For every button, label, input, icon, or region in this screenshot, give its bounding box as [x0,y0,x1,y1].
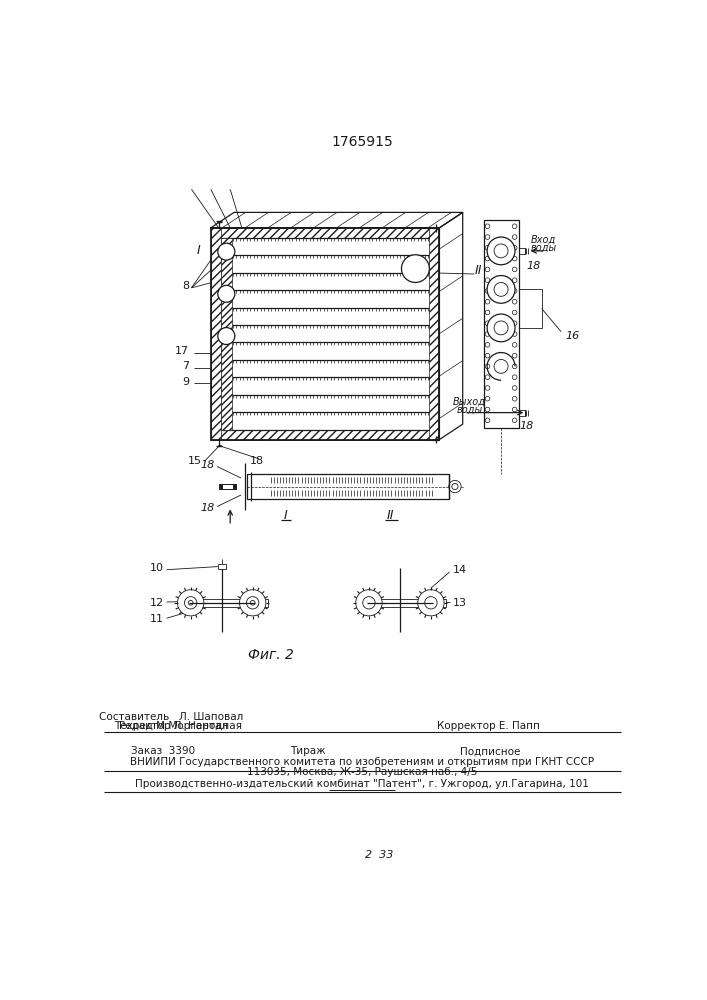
Text: 2  33: 2 33 [365,850,393,860]
Text: 113035, Москва, Ж-35, Раушская наб., 4/5: 113035, Москва, Ж-35, Раушская наб., 4/5 [247,767,477,777]
Bar [211,228,221,440]
Text: I: I [197,244,201,257]
Text: ВНИИПИ Государственного комитета по изобретениям и открытиям при ГКНТ СССР: ВНИИПИ Государственного комитета по изоб… [130,757,594,767]
Bar [518,248,525,254]
Circle shape [250,600,255,605]
Circle shape [363,597,375,609]
Text: 17: 17 [175,346,189,356]
Circle shape [452,483,458,490]
Circle shape [494,359,508,373]
Circle shape [487,237,515,265]
Bar [247,474,449,499]
Text: 18: 18 [250,456,264,466]
Text: 7: 7 [182,361,189,371]
Text: 18: 18 [519,421,533,431]
Bar [222,484,234,489]
Bar [484,220,518,428]
Circle shape [402,255,429,282]
Circle shape [418,590,444,616]
Bar [223,484,233,489]
Circle shape [494,282,508,296]
Text: Составитель   Л. Шаповал: Составитель Л. Шаповал [99,712,243,722]
Circle shape [487,276,515,303]
Circle shape [185,597,197,609]
Text: Выход: Выход [453,397,486,407]
Bar [221,484,235,489]
Text: 16: 16 [565,331,579,341]
Text: II: II [387,509,395,522]
Bar [219,484,236,489]
Text: 18: 18 [201,460,215,470]
Bar [211,228,440,440]
Circle shape [425,597,437,609]
Circle shape [494,244,508,258]
Bar [221,238,232,430]
Bar [211,228,440,238]
Text: Корректор Е. Папп: Корректор Е. Папп [437,721,540,731]
Text: воды: воды [530,243,556,253]
Text: 9: 9 [182,377,189,387]
Text: 18: 18 [201,503,215,513]
Text: Техред М.Моргентал: Техред М.Моргентал [115,721,228,731]
Text: Редактор Л. Народная: Редактор Л. Народная [119,721,243,731]
Text: 12: 12 [150,598,164,608]
Circle shape [494,321,508,335]
Text: 14: 14 [452,565,467,575]
Bar [220,484,235,489]
Bar [369,599,446,607]
Text: 1765915: 1765915 [331,135,393,149]
Text: 18: 18 [527,261,541,271]
Circle shape [218,328,235,345]
Circle shape [188,600,193,605]
Text: 15: 15 [187,456,201,466]
Text: II: II [474,264,482,277]
Text: Заказ  3390: Заказ 3390 [131,746,195,756]
Circle shape [177,590,204,616]
Circle shape [487,314,515,342]
Circle shape [218,285,235,302]
Text: Производственно-издательский комбинат "Патент", г. Ужгород, ул.Гагарина, 101: Производственно-издательский комбинат "П… [135,779,589,789]
Circle shape [247,597,259,609]
Text: 8: 8 [182,281,189,291]
Bar [518,410,525,416]
Text: Подписное: Подписное [460,746,521,756]
Text: Вход: Вход [531,235,556,245]
Text: I: I [284,509,288,522]
Bar [191,599,268,607]
Text: 10: 10 [151,563,164,573]
Circle shape [218,243,235,260]
Text: Тираж: Тираж [290,746,325,756]
Bar [429,228,440,440]
Bar [218,564,226,569]
Circle shape [240,590,266,616]
Text: Фиг. 2: Фиг. 2 [247,648,293,662]
Text: 11: 11 [151,614,164,624]
Text: воды: воды [457,405,483,415]
Circle shape [356,590,382,616]
Text: 13: 13 [452,598,467,608]
Bar [211,430,440,440]
Circle shape [449,480,461,493]
